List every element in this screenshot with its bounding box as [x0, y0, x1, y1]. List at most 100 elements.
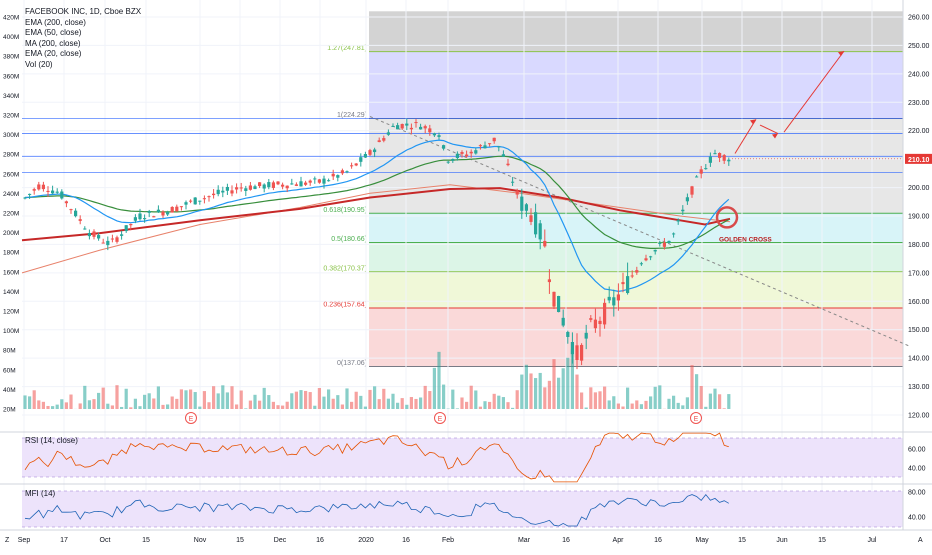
volume-bar-13	[83, 386, 86, 409]
candle-5	[46, 191, 49, 192]
candle-150	[713, 153, 716, 154]
candle-124	[594, 320, 597, 329]
candle-32	[171, 207, 174, 213]
rsi-label[interactable]: RSI (14, close)	[25, 436, 78, 445]
mfi-label[interactable]: MFI (14)	[25, 489, 55, 498]
volume-bar-80	[391, 394, 394, 409]
candle-137	[654, 250, 657, 252]
candle-29	[157, 210, 160, 213]
volume-bar-0	[23, 395, 26, 409]
candle-21	[120, 234, 123, 236]
volume-bar-98	[474, 390, 477, 409]
indicator-ema20[interactable]: EMA (20, close)	[25, 49, 141, 60]
candle-92	[447, 162, 450, 163]
volume-bar-12	[79, 403, 82, 409]
volume-bar-131	[626, 388, 629, 409]
x-tick-8: 2020	[358, 537, 374, 544]
candle-78	[382, 138, 385, 141]
candle-79	[387, 132, 390, 134]
candle-41	[212, 194, 215, 195]
candle-33	[175, 207, 178, 212]
candle-148	[704, 168, 707, 169]
volume-bar-104	[502, 397, 505, 409]
candle-118	[566, 332, 569, 337]
price-tick-3: 150.00	[908, 327, 930, 334]
indicator-ema200[interactable]: EMA (200, close)	[25, 18, 141, 29]
candle-77	[378, 140, 381, 142]
candle-54	[272, 182, 275, 188]
price-tick-11: 230.00	[908, 100, 930, 107]
candle-45	[230, 190, 233, 193]
volume-bar-128	[612, 396, 615, 409]
x-tick-6: Dec	[274, 537, 287, 544]
volume-tick-15: 320M	[3, 113, 19, 120]
volume-bar-137	[654, 387, 657, 409]
volume-bar-55	[276, 405, 279, 409]
volume-bar-58	[290, 393, 293, 409]
volume-bar-126	[603, 387, 606, 409]
volume-bar-116	[557, 378, 560, 409]
rsi-tick-0: 40.00	[908, 466, 926, 473]
candle-109	[525, 204, 528, 210]
candle-86	[419, 127, 422, 129]
fib-label-6: 0(137.06)	[337, 360, 367, 367]
volume-bar-46	[235, 404, 238, 409]
candle-59	[295, 184, 298, 186]
volume-bar-107	[516, 390, 519, 409]
candle-58	[290, 183, 293, 184]
indicator-ma200[interactable]: MA (200, close)	[25, 39, 141, 50]
volume-tick-19: 400M	[3, 34, 19, 41]
earnings-marker-label-2: E	[694, 416, 699, 423]
volume-bar-59	[295, 392, 298, 409]
candle-99	[479, 145, 482, 146]
volume-bar-52	[263, 388, 266, 409]
candle-38	[198, 201, 201, 202]
volume-tick-2: 60M	[3, 367, 16, 374]
volume-bar-143	[681, 405, 684, 409]
candle-106	[511, 182, 514, 183]
price-tick-1: 130.00	[908, 384, 930, 391]
volume-bar-122	[585, 408, 588, 409]
volume-bar-110	[529, 373, 532, 409]
candle-26	[143, 218, 146, 219]
volume-bar-23	[129, 407, 132, 409]
candle-104	[502, 154, 505, 156]
x-tick-2: Oct	[100, 537, 111, 544]
candle-19	[111, 239, 114, 240]
indicator-volume[interactable]: Vol (20)	[25, 60, 141, 71]
volume-bar-97	[470, 386, 473, 409]
volume-bar-50	[253, 395, 256, 409]
volume-bar-105	[506, 402, 509, 409]
volume-bar-70	[345, 388, 348, 409]
candle-81	[396, 125, 399, 129]
candle-6	[51, 191, 54, 194]
volume-bar-57	[286, 402, 289, 409]
volume-bar-79	[387, 399, 390, 409]
indicator-ema50[interactable]: EMA (50, close)	[25, 28, 141, 39]
candle-8	[60, 192, 63, 199]
candle-73	[359, 157, 362, 162]
candle-132	[631, 275, 634, 276]
candle-25	[138, 213, 141, 219]
fib-zone-2	[369, 119, 903, 214]
volume-tick-17: 360M	[3, 73, 19, 80]
volume-bar-41	[212, 386, 215, 409]
candle-130	[621, 282, 624, 284]
candle-82	[401, 124, 404, 128]
candle-144	[686, 197, 689, 201]
symbol-title: FACEBOOK INC, 1D, Cboe BZX	[25, 7, 141, 18]
volume-tick-1: 40M	[3, 387, 16, 394]
volume-bar-86	[419, 397, 422, 409]
candle-44	[226, 187, 229, 191]
volume-bar-146	[695, 374, 698, 409]
volume-bar-5	[46, 406, 49, 409]
volume-bar-74	[364, 407, 367, 409]
candle-68	[336, 175, 339, 178]
candle-84	[410, 128, 413, 129]
volume-bar-112	[539, 373, 542, 409]
price-tick-4: 160.00	[908, 299, 930, 306]
volume-bar-134	[640, 404, 643, 409]
candle-153	[727, 160, 730, 162]
x-axis-zoom-label: Z	[5, 537, 10, 544]
